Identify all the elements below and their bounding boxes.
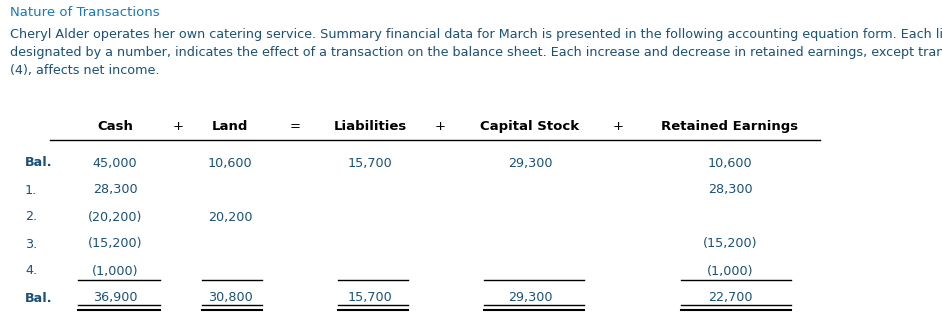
Text: Capital Stock: Capital Stock <box>480 120 579 133</box>
Text: 36,900: 36,900 <box>92 291 138 304</box>
Text: +: + <box>434 120 446 133</box>
Text: 45,000: 45,000 <box>92 157 138 169</box>
Text: +: + <box>612 120 624 133</box>
Text: 15,700: 15,700 <box>348 291 393 304</box>
Text: 28,300: 28,300 <box>92 183 138 197</box>
Text: designated by a number, indicates the effect of a transaction on the balance she: designated by a number, indicates the ef… <box>10 46 942 59</box>
Text: Cash: Cash <box>97 120 133 133</box>
Text: 29,300: 29,300 <box>508 291 552 304</box>
Text: Cheryl Alder operates her own catering service. Summary financial data for March: Cheryl Alder operates her own catering s… <box>10 28 942 41</box>
Text: 4.: 4. <box>25 265 37 278</box>
Text: 15,700: 15,700 <box>348 157 393 169</box>
Text: 10,600: 10,600 <box>207 157 252 169</box>
Text: Bal.: Bal. <box>25 291 53 304</box>
Text: 2.: 2. <box>25 211 37 223</box>
Text: +: + <box>172 120 184 133</box>
Text: 1.: 1. <box>25 183 38 197</box>
Text: 22,700: 22,700 <box>707 291 753 304</box>
Text: 28,300: 28,300 <box>707 183 753 197</box>
Text: Land: Land <box>212 120 248 133</box>
Text: Nature of Transactions: Nature of Transactions <box>10 6 159 19</box>
Text: 3.: 3. <box>25 237 38 250</box>
Text: (1,000): (1,000) <box>706 265 754 278</box>
Text: 10,600: 10,600 <box>707 157 753 169</box>
Text: =: = <box>289 120 300 133</box>
Text: (20,200): (20,200) <box>88 211 142 223</box>
Text: 29,300: 29,300 <box>508 157 552 169</box>
Text: Bal.: Bal. <box>25 157 53 169</box>
Text: (1,000): (1,000) <box>91 265 138 278</box>
Text: (15,200): (15,200) <box>703 237 757 250</box>
Text: 20,200: 20,200 <box>208 211 252 223</box>
Text: Retained Earnings: Retained Earnings <box>661 120 799 133</box>
Text: 30,800: 30,800 <box>207 291 252 304</box>
Text: Liabilities: Liabilities <box>333 120 407 133</box>
Text: (15,200): (15,200) <box>88 237 142 250</box>
Text: (4), affects net income.: (4), affects net income. <box>10 64 159 77</box>
